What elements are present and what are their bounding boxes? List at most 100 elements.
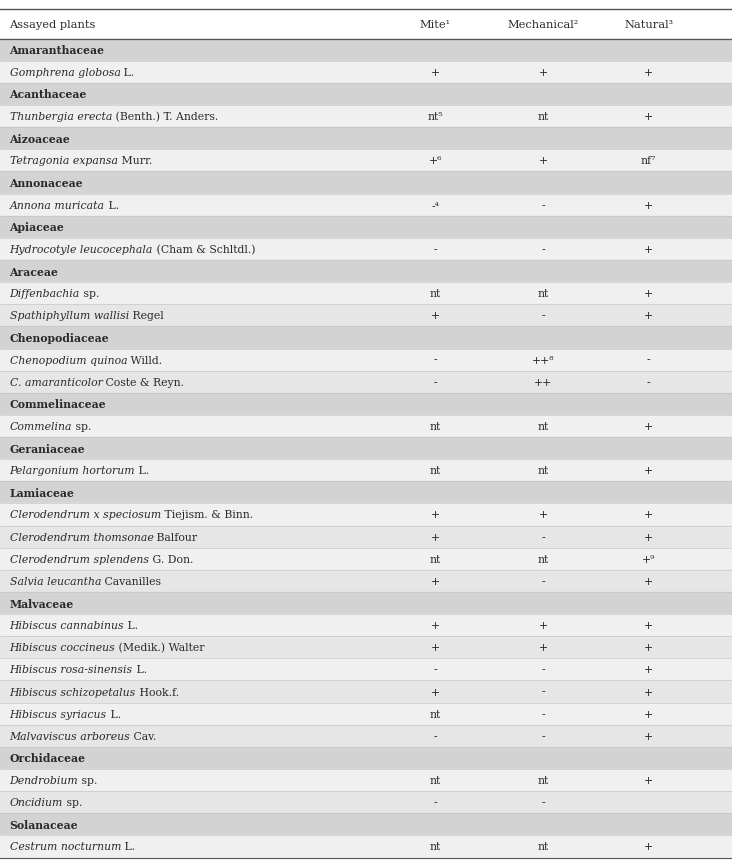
Text: +: + (644, 311, 653, 321)
Text: +: + (644, 621, 653, 630)
Text: Murr.: Murr. (118, 156, 152, 166)
Text: L.: L. (105, 201, 119, 210)
Bar (0, 814, 732, 835)
Text: -: - (434, 797, 437, 808)
Text: -: - (434, 245, 437, 255)
Text: nt: nt (537, 554, 549, 564)
Bar (0, 504, 732, 526)
Text: Dendrobium: Dendrobium (10, 775, 78, 785)
Text: +: + (644, 201, 653, 210)
Text: nt: nt (537, 288, 549, 299)
Text: G. Don.: G. Don. (149, 554, 193, 564)
Bar (0, 238, 732, 261)
Text: Regel: Regel (129, 311, 163, 321)
Text: Coste & Reyn.: Coste & Reyn. (102, 377, 184, 387)
Bar (0, 437, 732, 460)
Text: Tiejism. & Binn.: Tiejism. & Binn. (161, 510, 253, 520)
Text: +: + (539, 68, 548, 77)
Text: +: + (644, 532, 653, 542)
Text: +: + (644, 68, 653, 77)
Text: +: + (431, 532, 440, 542)
Text: Tetragonia expansa: Tetragonia expansa (10, 156, 118, 166)
Text: +: + (644, 841, 653, 852)
Text: Diffenbachia: Diffenbachia (10, 288, 80, 299)
Text: nt: nt (430, 422, 441, 431)
Text: Clerodendrum thomsonae: Clerodendrum thomsonae (10, 532, 153, 542)
Text: +: + (644, 422, 653, 431)
Text: +: + (431, 68, 440, 77)
Text: (Benth.) T. Anders.: (Benth.) T. Anders. (112, 112, 218, 122)
Text: Cav.: Cav. (130, 731, 157, 741)
Text: Hydrocotyle leucocephala: Hydrocotyle leucocephala (10, 245, 153, 255)
Text: nt: nt (430, 554, 441, 564)
Text: +: + (644, 466, 653, 475)
Text: Hibiscus syriacus: Hibiscus syriacus (10, 709, 107, 719)
Text: +: + (644, 687, 653, 697)
Text: +: + (431, 687, 440, 697)
Text: L.: L. (132, 665, 146, 675)
Text: -: - (542, 797, 545, 808)
Bar (0, 128, 732, 150)
Text: Assayed plants: Assayed plants (10, 20, 96, 30)
Text: -: - (542, 201, 545, 210)
Text: -⁴: -⁴ (432, 201, 439, 210)
Text: Malvaceae: Malvaceae (10, 598, 74, 609)
Text: +: + (431, 311, 440, 321)
Text: -: - (434, 665, 437, 675)
Text: +⁹: +⁹ (642, 554, 655, 564)
Text: Annonaceae: Annonaceae (10, 178, 83, 189)
Text: C. amaranticolor: C. amaranticolor (10, 377, 102, 387)
Bar (0, 725, 732, 747)
Text: Apiaceae: Apiaceae (10, 222, 64, 233)
Bar (0, 526, 732, 548)
Text: Aizoaceae: Aizoaceae (10, 133, 70, 145)
Text: nt⁵: nt⁵ (427, 112, 444, 122)
Text: Mite¹: Mite¹ (420, 20, 451, 30)
Bar (0, 681, 732, 703)
Text: Hook.f.: Hook.f. (135, 687, 179, 697)
Bar (0, 835, 732, 858)
Text: Spathiphyllum wallisi: Spathiphyllum wallisi (10, 311, 129, 321)
Text: +: + (539, 642, 548, 653)
Bar (0, 570, 732, 592)
Bar (0, 84, 732, 106)
Text: +: + (431, 576, 440, 586)
Text: -: - (542, 532, 545, 542)
Bar (0, 10, 732, 40)
Text: -: - (542, 576, 545, 586)
Text: sp.: sp. (63, 797, 82, 808)
Bar (0, 305, 732, 327)
Text: +: + (644, 709, 653, 719)
Text: Chenopodiaceae: Chenopodiaceae (10, 332, 109, 344)
Text: L.: L. (107, 709, 121, 719)
Text: Chenopodium quinoa: Chenopodium quinoa (10, 355, 127, 365)
Bar (0, 216, 732, 238)
Text: Annona muricata: Annona muricata (10, 201, 105, 210)
Bar (0, 415, 732, 437)
Text: nt: nt (430, 288, 441, 299)
Text: +: + (644, 510, 653, 520)
Bar (0, 659, 732, 681)
Text: -: - (542, 687, 545, 697)
Text: nt: nt (430, 841, 441, 852)
Text: +⁶: +⁶ (429, 156, 442, 166)
Text: Solanaceae: Solanaceae (10, 819, 78, 830)
Text: nt: nt (430, 709, 441, 719)
Bar (0, 393, 732, 415)
Bar (0, 703, 732, 725)
Text: -: - (542, 311, 545, 321)
Text: +: + (539, 510, 548, 520)
Text: Hibiscus coccineus: Hibiscus coccineus (10, 642, 115, 653)
Text: +: + (644, 731, 653, 741)
Text: +: + (644, 112, 653, 122)
Text: sp.: sp. (72, 422, 92, 431)
Text: Araceae: Araceae (10, 266, 59, 277)
Text: Amaranthaceae: Amaranthaceae (10, 45, 105, 56)
Bar (0, 62, 732, 84)
Bar (0, 460, 732, 482)
Bar (0, 261, 732, 282)
Text: L.: L. (121, 841, 135, 852)
Bar (0, 371, 732, 393)
Text: Balfour: Balfour (153, 532, 198, 542)
Text: Commelinaceae: Commelinaceae (10, 399, 106, 410)
